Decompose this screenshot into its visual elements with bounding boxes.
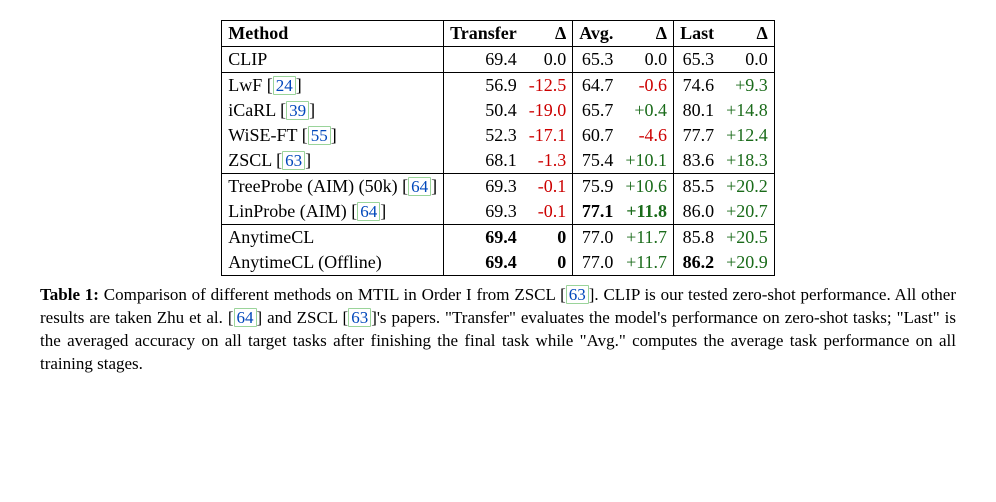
cell-delta-last: +14.8 <box>720 98 774 123</box>
cell-transfer: 52.3 <box>444 123 523 148</box>
cell-delta-last: +18.3 <box>720 148 774 174</box>
cell-avg: 60.7 <box>573 123 620 148</box>
cell-method: CLIP <box>222 47 444 73</box>
col-transfer: Transfer <box>444 21 523 47</box>
cell-delta-avg: -0.6 <box>619 73 673 99</box>
cell-transfer: 68.1 <box>444 148 523 174</box>
cite-ref[interactable]: 55 <box>308 126 331 145</box>
cell-avg: 64.7 <box>573 73 620 99</box>
cell-method: LwF [24] <box>222 73 444 99</box>
results-table: Method Transfer Δ Avg. Δ Last Δ CLIP69.4… <box>221 20 774 276</box>
cell-last: 80.1 <box>674 98 721 123</box>
cell-transfer: 69.3 <box>444 174 523 200</box>
cell-delta-avg: +10.1 <box>619 148 673 174</box>
cell-delta-avg: +0.4 <box>619 98 673 123</box>
col-last: Last <box>674 21 721 47</box>
table-row: LwF [24]56.9-12.564.7-0.674.6+9.3 <box>222 73 774 99</box>
caption-text: and ZSCL <box>262 308 342 327</box>
cell-avg: 77.1 <box>573 199 620 225</box>
cell-last: 65.3 <box>674 47 721 73</box>
cell-method: AnytimeCL (Offline) <box>222 250 444 276</box>
cell-method: WiSE-FT [55] <box>222 123 444 148</box>
cite-ref[interactable]: 63 <box>282 151 305 170</box>
cell-last: 85.5 <box>674 174 721 200</box>
col-delta2: Δ <box>619 21 673 47</box>
cell-delta-transfer: -12.5 <box>523 73 573 99</box>
cell-delta-last: +20.7 <box>720 199 774 225</box>
cell-transfer: 69.4 <box>444 250 523 276</box>
cell-delta-last: +20.2 <box>720 174 774 200</box>
cite-ref[interactable]: 64 <box>234 308 257 327</box>
col-avg: Avg. <box>573 21 620 47</box>
caption-label: Table 1: <box>40 285 99 304</box>
cell-last: 85.8 <box>674 225 721 251</box>
cell-delta-avg: +11.8 <box>619 199 673 225</box>
cell-last: 74.6 <box>674 73 721 99</box>
table-row: AnytimeCL69.4077.0+11.785.8+20.5 <box>222 225 774 251</box>
table-row: CLIP69.40.065.30.065.30.0 <box>222 47 774 73</box>
table-row: ZSCL [63]68.1-1.375.4+10.183.6+18.3 <box>222 148 774 174</box>
cell-transfer: 69.3 <box>444 199 523 225</box>
cell-delta-avg: +10.6 <box>619 174 673 200</box>
cite-ref[interactable]: 63 <box>566 285 589 304</box>
cell-delta-last: 0.0 <box>720 47 774 73</box>
cite-ref[interactable]: 64 <box>357 202 380 221</box>
cell-last: 83.6 <box>674 148 721 174</box>
cell-avg: 65.7 <box>573 98 620 123</box>
cite-ref[interactable]: 24 <box>273 76 296 95</box>
cell-method: ZSCL [63] <box>222 148 444 174</box>
cell-avg: 65.3 <box>573 47 620 73</box>
cell-delta-transfer: -19.0 <box>523 98 573 123</box>
cell-delta-transfer: 0.0 <box>523 47 573 73</box>
cell-method: iCaRL [39] <box>222 98 444 123</box>
cell-delta-transfer: 0 <box>523 225 573 251</box>
table-header-row: Method Transfer Δ Avg. Δ Last Δ <box>222 21 774 47</box>
cell-last: 77.7 <box>674 123 721 148</box>
cite-ref[interactable]: 63 <box>348 308 371 327</box>
cell-delta-transfer: -1.3 <box>523 148 573 174</box>
col-method: Method <box>222 21 444 47</box>
cell-delta-avg: +11.7 <box>619 250 673 276</box>
table-caption: Table 1: Comparison of different methods… <box>40 284 956 376</box>
table-row: LinProbe (AIM) [64]69.3-0.177.1+11.886.0… <box>222 199 774 225</box>
table-row: TreeProbe (AIM) (50k) [64]69.3-0.175.9+1… <box>222 174 774 200</box>
cell-transfer: 56.9 <box>444 73 523 99</box>
table-row: iCaRL [39]50.4-19.065.7+0.480.1+14.8 <box>222 98 774 123</box>
cell-transfer: 69.4 <box>444 47 523 73</box>
cell-avg: 77.0 <box>573 225 620 251</box>
cell-delta-avg: +11.7 <box>619 225 673 251</box>
cell-method: LinProbe (AIM) [64] <box>222 199 444 225</box>
cell-delta-last: +20.9 <box>720 250 774 276</box>
cell-delta-transfer: -17.1 <box>523 123 573 148</box>
cell-delta-last: +12.4 <box>720 123 774 148</box>
cell-delta-transfer: 0 <box>523 250 573 276</box>
col-delta3: Δ <box>720 21 774 47</box>
col-delta1: Δ <box>523 21 573 47</box>
cell-delta-avg: -4.6 <box>619 123 673 148</box>
cite-ref[interactable]: 64 <box>408 177 431 196</box>
cell-avg: 75.4 <box>573 148 620 174</box>
cell-transfer: 50.4 <box>444 98 523 123</box>
caption-text: Comparison of different methods on MTIL … <box>99 285 560 304</box>
cell-delta-transfer: -0.1 <box>523 174 573 200</box>
cell-method: TreeProbe (AIM) (50k) [64] <box>222 174 444 200</box>
cell-last: 86.2 <box>674 250 721 276</box>
table-row: WiSE-FT [55]52.3-17.160.7-4.677.7+12.4 <box>222 123 774 148</box>
cell-delta-last: +20.5 <box>720 225 774 251</box>
cell-transfer: 69.4 <box>444 225 523 251</box>
table-row: AnytimeCL (Offline)69.4077.0+11.786.2+20… <box>222 250 774 276</box>
cite-ref[interactable]: 39 <box>286 101 309 120</box>
cell-delta-transfer: -0.1 <box>523 199 573 225</box>
cell-delta-avg: 0.0 <box>619 47 673 73</box>
cell-avg: 75.9 <box>573 174 620 200</box>
cell-last: 86.0 <box>674 199 721 225</box>
cell-method: AnytimeCL <box>222 225 444 251</box>
cell-delta-last: +9.3 <box>720 73 774 99</box>
cell-avg: 77.0 <box>573 250 620 276</box>
